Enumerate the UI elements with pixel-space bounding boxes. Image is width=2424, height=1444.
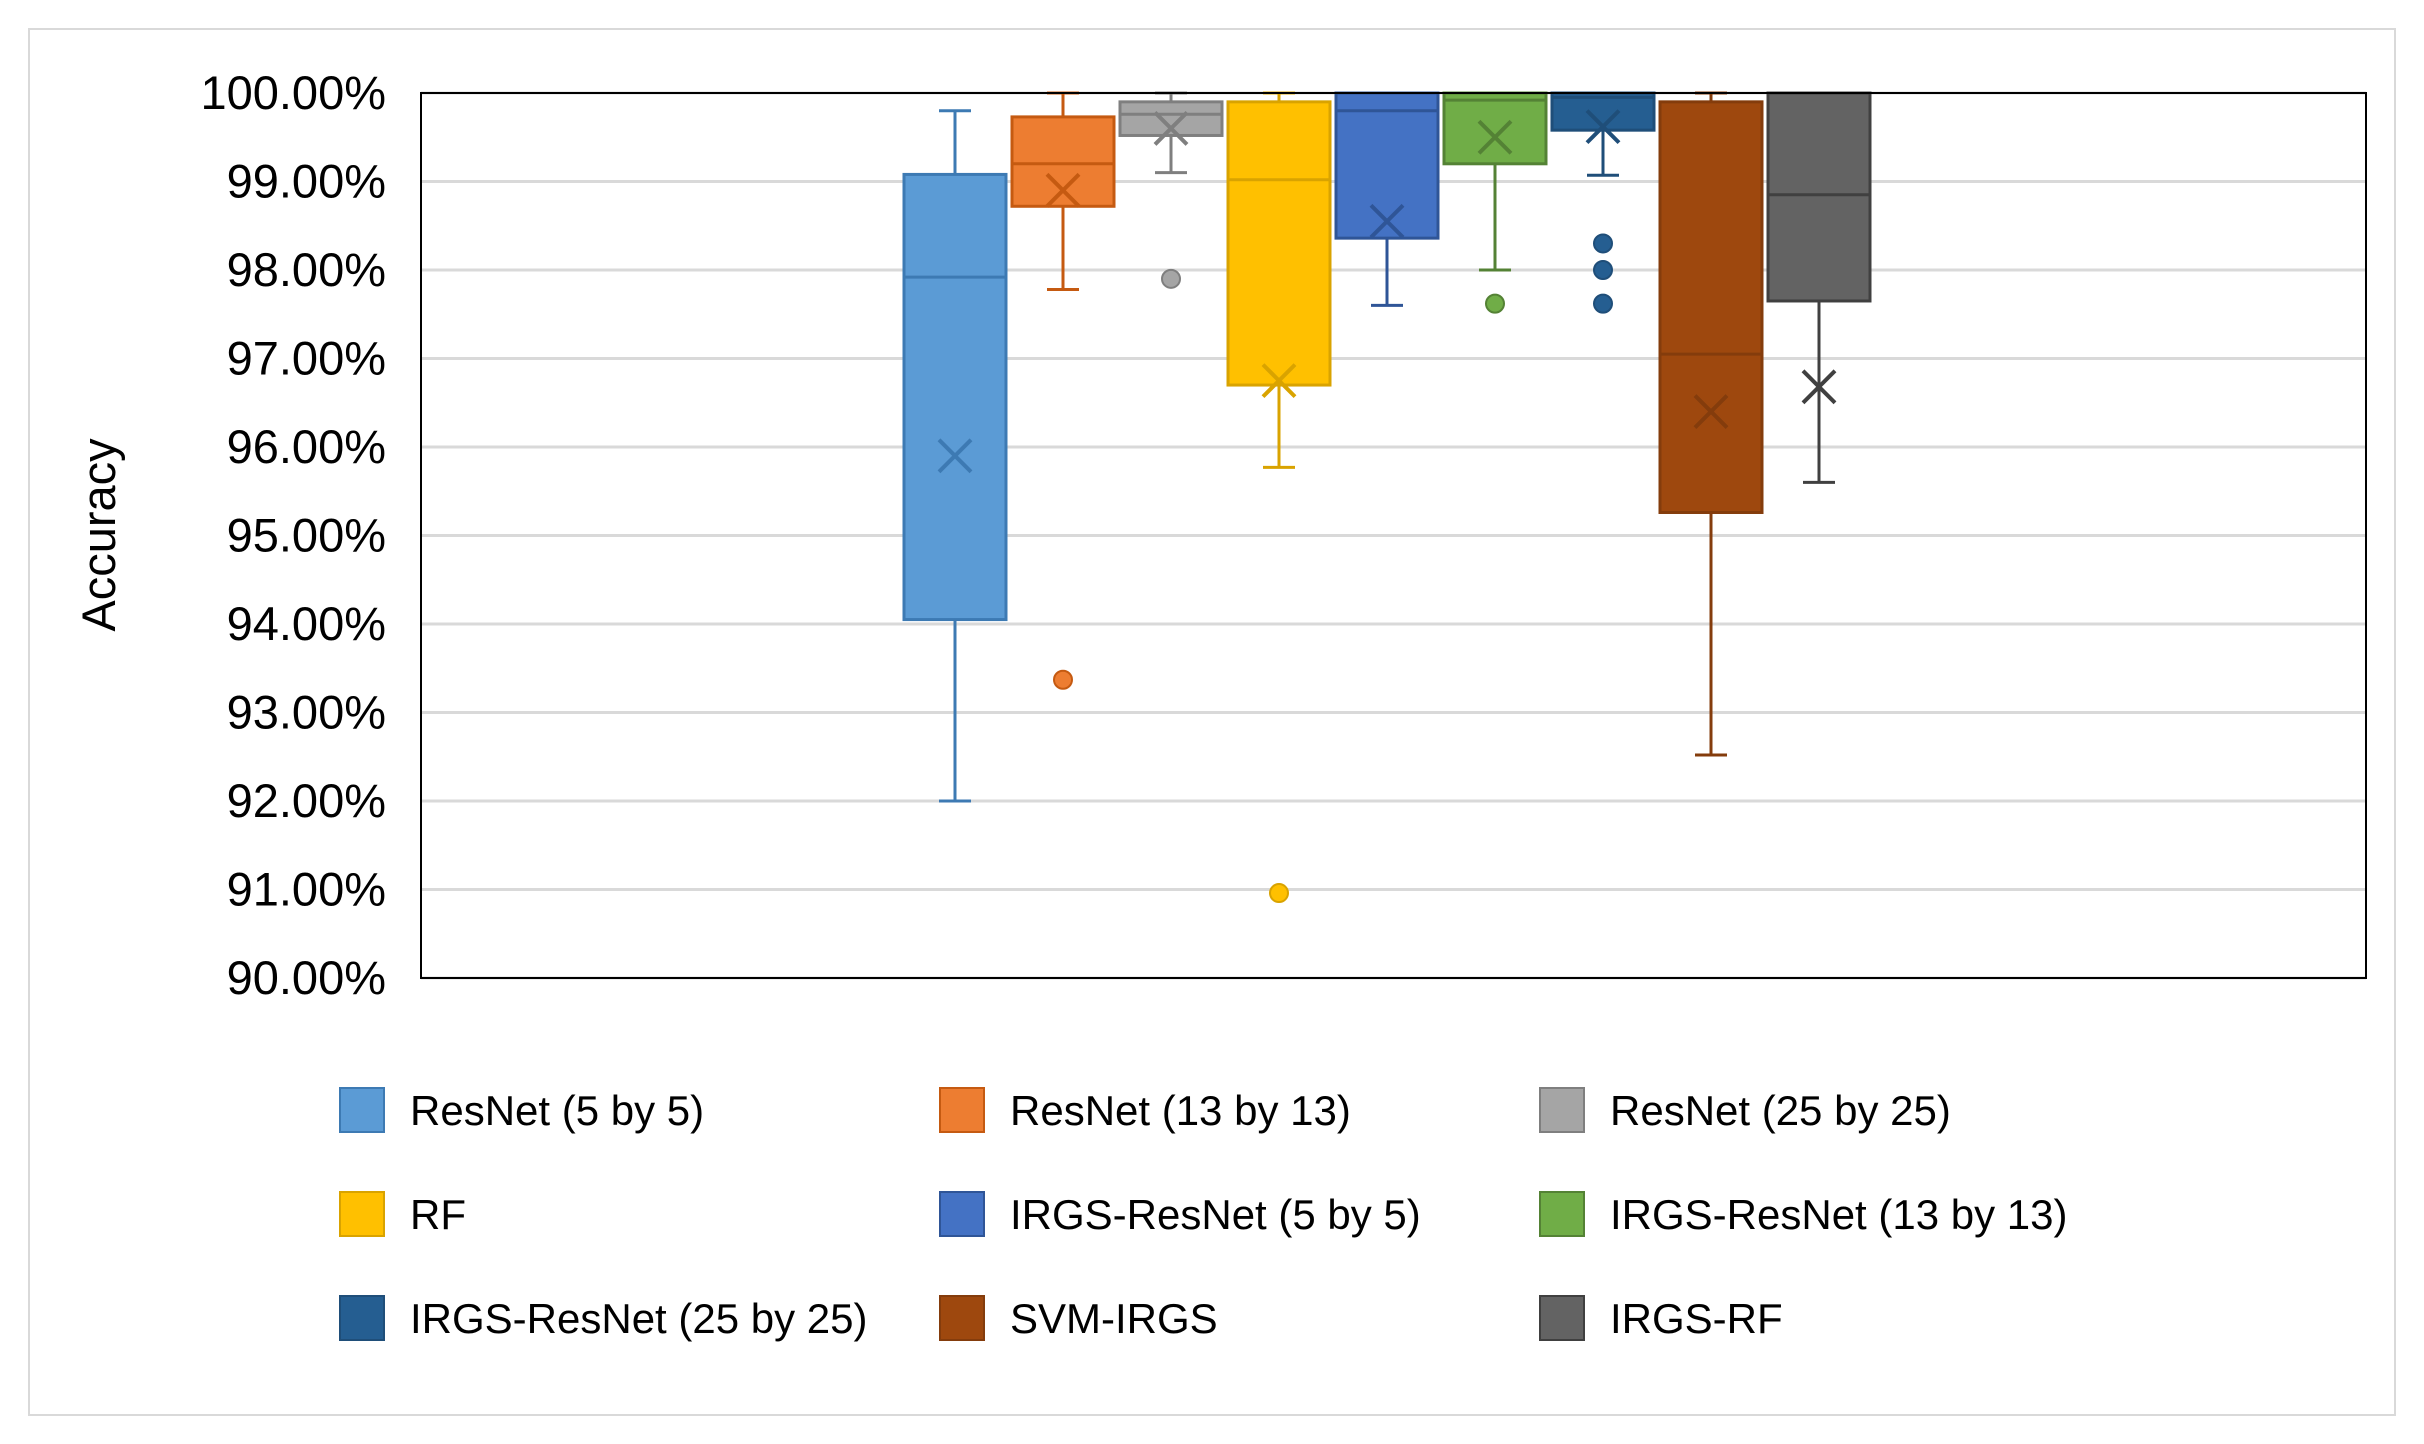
mean-marker <box>1693 394 1729 430</box>
mean-marker <box>1153 110 1189 146</box>
legend-label: IRGS-ResNet (5 by 5) <box>1010 1191 1421 1238</box>
box-series <box>902 91 1872 904</box>
y-tick-label: 91.00% <box>227 863 386 916</box>
outlier-point <box>1593 260 1613 280</box>
mean-marker <box>937 438 973 474</box>
box-svm-irgs <box>1658 91 1764 757</box>
plot-area-border <box>420 92 2367 979</box>
legend: ResNet (5 by 5) ResNet (13 by 13) ResNet (… <box>339 1087 2068 1342</box>
outlier-point <box>1053 669 1073 690</box>
legend-swatch <box>1539 1295 1585 1341</box>
y-tick-label: 97.00% <box>227 332 386 385</box>
legend-item: IRGS-RF <box>1539 1295 1783 1342</box>
y-tick-label: 93.00% <box>227 686 386 739</box>
box-iqr <box>1658 100 1764 514</box>
box-resnet-25-by-25- <box>1118 91 1224 289</box>
legend-item: ResNet (25 by 25) <box>1539 1087 1951 1134</box>
outlier-point <box>1485 293 1505 314</box>
y-tick-label: 94.00% <box>227 597 386 650</box>
chart-frame <box>28 28 2396 1416</box>
legend-item: ResNet (5 by 5) <box>339 1087 704 1134</box>
box-irgs-rf <box>1766 91 1872 484</box>
outlier-point <box>1269 883 1289 904</box>
legend-label: IRGS-ResNet (25 by 25) <box>410 1295 868 1342</box>
legend-item: IRGS-ResNet (25 by 25) <box>339 1295 868 1342</box>
y-tick-label: 92.00% <box>227 774 386 827</box>
box-resnet-5-by-5- <box>902 109 1008 803</box>
legend-label: ResNet (25 by 25) <box>1610 1087 1951 1134</box>
box-irgs-resnet-25-by-25- <box>1550 91 1656 314</box>
box-irgs-resnet-5-by-5- <box>1334 91 1440 307</box>
legend-item: RF <box>339 1191 466 1238</box>
legend-swatch <box>339 1191 385 1237</box>
box-iqr <box>1442 91 1548 166</box>
mean-marker <box>1801 369 1837 405</box>
box-resnet-13-by-13- <box>1010 91 1116 690</box>
legend-item: IRGS-ResNet (5 by 5) <box>939 1191 1421 1238</box>
box-iqr <box>1334 91 1440 240</box>
legend-swatch <box>939 1087 985 1133</box>
box-iqr <box>1766 91 1872 303</box>
legend-swatch <box>1539 1087 1585 1133</box>
mean-marker <box>1369 203 1405 239</box>
legend-swatch <box>939 1191 985 1237</box>
mean-marker <box>1477 119 1513 155</box>
box-rf <box>1226 91 1332 904</box>
outlier-point <box>1161 268 1181 289</box>
legend-item: ResNet (13 by 13) <box>939 1087 1351 1134</box>
legend-swatch <box>339 1295 385 1341</box>
legend-label: ResNet (13 by 13) <box>1010 1087 1351 1134</box>
box-iqr <box>1226 100 1332 387</box>
legend-label: SVM-IRGS <box>1010 1295 1218 1342</box>
box-irgs-resnet-13-by-13- <box>1442 91 1548 314</box>
legend-label: RF <box>410 1191 466 1238</box>
y-tick-label: 96.00% <box>227 420 386 473</box>
mean-marker <box>1261 363 1297 399</box>
y-tick-label: 100.00% <box>200 66 386 119</box>
mean-marker <box>1585 109 1621 145</box>
legend-item: SVM-IRGS <box>939 1295 1218 1342</box>
legend-swatch <box>939 1295 985 1341</box>
y-tick-label: 95.00% <box>227 509 386 562</box>
outlier-point <box>1593 233 1613 254</box>
legend-label: ResNet (5 by 5) <box>410 1087 704 1134</box>
outlier-point <box>1593 293 1613 314</box>
mean-marker <box>1045 172 1081 208</box>
legend-label: IRGS-RF <box>1610 1295 1783 1342</box>
y-axis-title: Accuracy <box>72 438 125 632</box>
legend-swatch <box>1539 1191 1585 1237</box>
y-axis-tick-labels: 90.00% 91.00% 92.00% 93.00% 94.00% 95.00% 96.0… <box>200 66 386 1004</box>
legend-swatch <box>339 1087 385 1133</box>
y-tick-label: 99.00% <box>227 155 386 208</box>
legend-item: IRGS-ResNet (13 by 13) <box>1539 1191 2068 1238</box>
y-tick-label: 98.00% <box>227 243 386 296</box>
legend-label: IRGS-ResNet (13 by 13) <box>1610 1191 2068 1238</box>
box-iqr <box>902 172 1008 622</box>
y-tick-label: 90.00% <box>227 951 386 1004</box>
